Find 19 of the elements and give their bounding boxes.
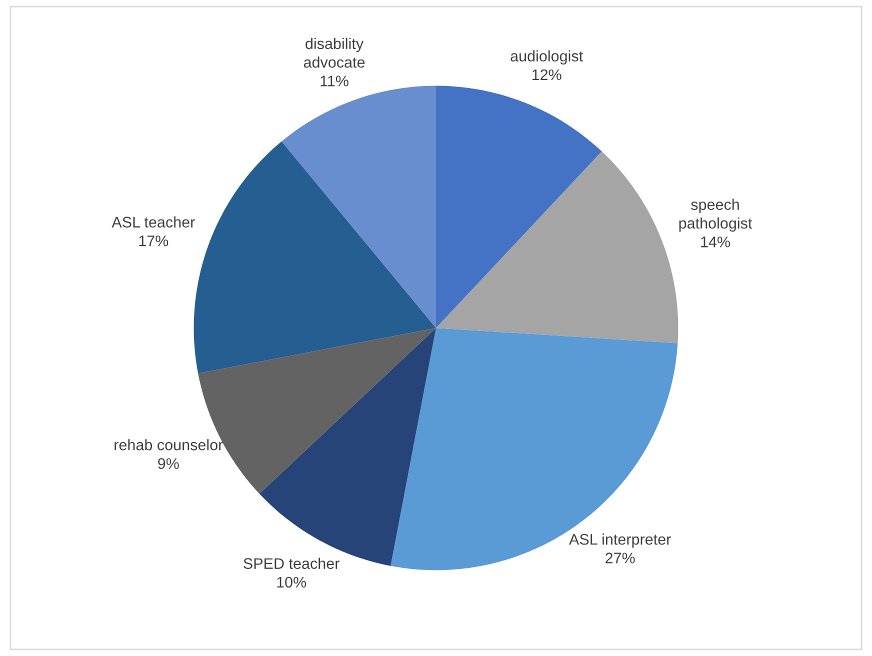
pie-slice xyxy=(436,86,602,328)
data-label: 17% xyxy=(139,236,168,246)
pie-slice xyxy=(436,151,678,344)
slice-label: disability advocate xyxy=(304,38,365,68)
data-label: 27% xyxy=(606,552,635,564)
pie-slice xyxy=(282,86,436,328)
pie-slice xyxy=(194,141,436,374)
slice-label: rehab counselor xyxy=(114,439,223,450)
slice-label: ASL interpreter xyxy=(569,534,671,548)
pie-slice xyxy=(390,328,678,570)
data-label: 10% xyxy=(277,576,306,588)
slice-label: speech pathologist xyxy=(679,198,752,232)
slice-label: ASL teacher xyxy=(112,216,195,228)
slice-label: audiologist xyxy=(510,50,583,65)
data-label: 12% xyxy=(532,69,562,80)
slice-label: SPED teacher xyxy=(244,558,340,569)
data-label: 11% xyxy=(320,76,348,86)
data-label: 9% xyxy=(158,458,179,469)
data-label: 14% xyxy=(701,236,730,248)
